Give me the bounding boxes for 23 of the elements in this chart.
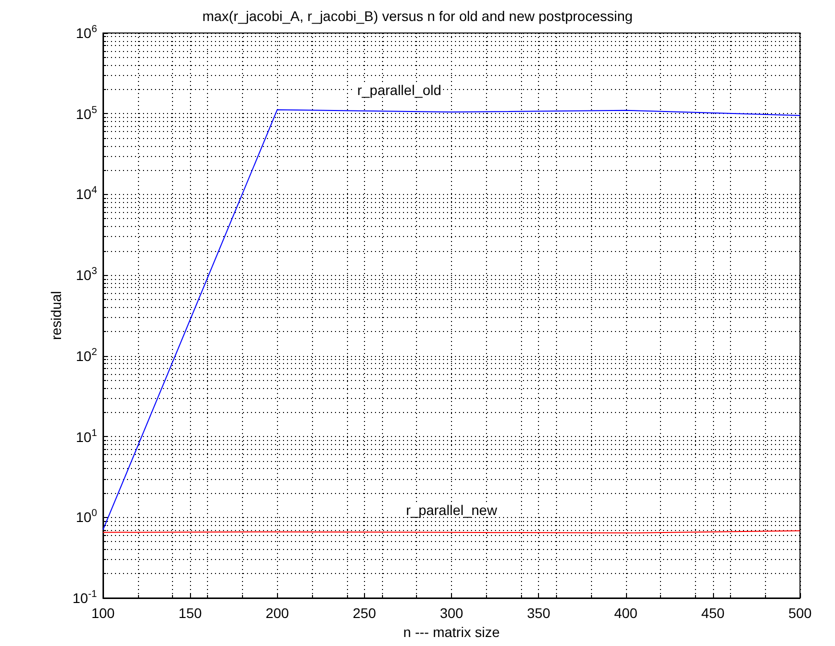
- x-tick-label: 300: [440, 605, 464, 621]
- x-tick-label: 500: [788, 605, 812, 621]
- chart-title: max(r_jacobi_A, r_jacobi_B) versus n for old and new postprocessing: [202, 8, 633, 24]
- x-axis-title: n --- matrix size: [403, 624, 500, 640]
- y-tick-label: 10$^{0}$: [76, 508, 97, 526]
- x-tick-label: 450: [701, 605, 725, 621]
- x-tick-label: 100: [91, 605, 115, 621]
- x-tick-label: 250: [352, 605, 376, 621]
- series-label: r_parallel_new: [404, 502, 500, 518]
- y-tick-label: 10$^{5}$: [76, 104, 97, 122]
- line-series: [102, 109, 800, 530]
- x-tick-label: 350: [526, 605, 551, 621]
- series-label: r_parallel_old: [355, 82, 444, 98]
- x-tick-label: 200: [266, 605, 290, 621]
- y-tick-label: 10$^{4}$: [76, 185, 97, 202]
- x-tick-label: 150: [178, 605, 202, 621]
- y-tick-label: 10$^{6}$: [76, 24, 97, 41]
- y-axis-title: residual: [48, 290, 64, 340]
- y-tick-label: 10$^{2}$: [76, 346, 97, 364]
- y-tick-label: 10$^{-1}$: [72, 589, 97, 606]
- y-tick-label: 10$^{3}$: [76, 266, 97, 284]
- x-tick-label: 400: [614, 605, 638, 621]
- y-tick-label: 10$^{1}$: [76, 428, 97, 445]
